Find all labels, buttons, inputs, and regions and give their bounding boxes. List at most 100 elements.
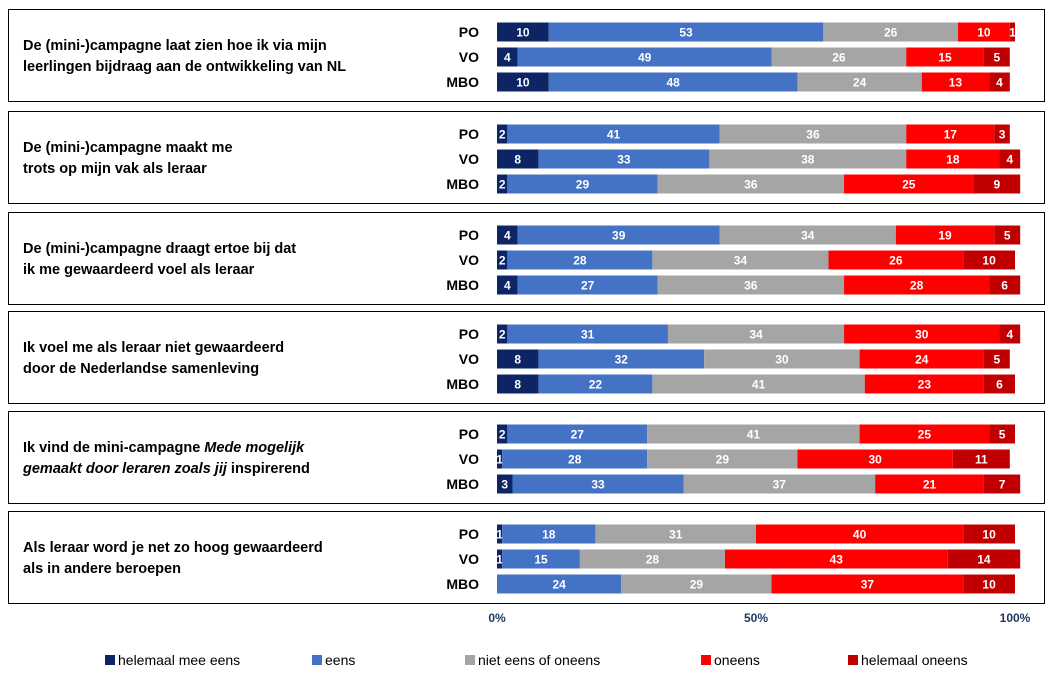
bar-segment: [497, 574, 622, 594]
legend-swatch: [465, 655, 475, 665]
question-text-italic: Mede mogelijk: [204, 440, 305, 456]
bar-segment: [719, 124, 907, 144]
legend-item-niet-eens-of-oneens: niet eens of oneens: [465, 652, 600, 668]
group-label: PO: [459, 326, 479, 342]
question-text: De (mini-)campagne laat zien hoe ik via …: [23, 38, 327, 54]
data-label: 37: [773, 478, 787, 492]
bar-segment: [864, 374, 984, 394]
question-text-part: als in andere beroepen: [23, 561, 181, 577]
data-label: 34: [734, 254, 748, 268]
data-label: 25: [902, 178, 916, 192]
legend-item-helemaal-oneens: helemaal oneens: [848, 652, 968, 668]
legend-label: helemaal oneens: [861, 652, 968, 668]
data-label: 21: [923, 478, 937, 492]
data-label: 26: [889, 254, 903, 268]
question-text-part: ik me gewaardeerd voel als leraar: [23, 262, 255, 278]
data-label: 8: [514, 353, 521, 367]
data-label: 10: [516, 26, 530, 40]
data-label: 26: [832, 51, 846, 65]
bar-segment: [497, 149, 539, 169]
data-label: 5: [994, 51, 1001, 65]
bar-segment: [657, 275, 845, 295]
group-label: PO: [459, 126, 479, 142]
data-label: 8: [514, 153, 521, 167]
group-label: MBO: [446, 376, 479, 392]
group-label: PO: [459, 526, 479, 542]
stacked-bar-chart: De (mini-)campagne laat zien hoe ik via …: [8, 9, 1045, 625]
data-label: 1: [496, 453, 503, 467]
group-label: PO: [459, 227, 479, 243]
question-text-part: De (mini-)campagne maakt me: [23, 140, 233, 156]
question-text: De (mini-)campagne maakt me: [23, 140, 233, 156]
bar-segment: [994, 124, 1010, 144]
bar-segment: [517, 275, 658, 295]
data-label: 40: [853, 528, 867, 542]
question-text-part: leerlingen bijdraag aan de ontwikkeling …: [23, 59, 346, 75]
data-label: 4: [1006, 153, 1013, 167]
bar-segment: [579, 549, 725, 569]
data-label: 26: [884, 26, 898, 40]
bar-segment: [983, 349, 1010, 369]
bar-segment: [507, 250, 653, 270]
data-label: 1: [1009, 26, 1016, 40]
group-label: MBO: [446, 176, 479, 192]
group-label: MBO: [446, 476, 479, 492]
data-label: 36: [744, 279, 758, 293]
legend-swatch: [105, 655, 115, 665]
data-label: 43: [830, 553, 844, 567]
bar-segment: [958, 22, 1010, 42]
data-label: 22: [589, 378, 603, 392]
group-label: VO: [459, 49, 479, 65]
data-label: 24: [552, 578, 566, 592]
data-label: 24: [915, 353, 929, 367]
data-label: 4: [504, 229, 511, 243]
data-label: 6: [996, 378, 1003, 392]
bar-segment: [652, 374, 865, 394]
bar-segment: [497, 225, 518, 245]
data-label: 28: [910, 279, 924, 293]
question-text-part: door de Nederlandse samenleving: [23, 361, 259, 377]
legend-item-helemaal-mee-eens: helemaal mee eens: [105, 652, 240, 668]
data-label: 23: [918, 378, 932, 392]
data-label: 30: [775, 353, 789, 367]
question-text-part: Ik vind de mini-campagne: [23, 440, 204, 456]
legend-swatch: [701, 655, 711, 665]
bar-segment: [797, 72, 922, 92]
bar-segment: [859, 424, 990, 444]
data-label: 7: [999, 478, 1006, 492]
question-text: leerlingen bijdraag aan de ontwikkeling …: [23, 59, 346, 75]
group-label: PO: [459, 24, 479, 40]
data-label: 4: [504, 51, 511, 65]
bar-segment: [828, 250, 964, 270]
bar-segment: [502, 449, 648, 469]
bar-segment: [709, 149, 907, 169]
data-label: 28: [568, 453, 582, 467]
question-text: door de Nederlandse samenleving: [23, 361, 259, 377]
data-label: 15: [534, 553, 548, 567]
bar-segment: [497, 124, 508, 144]
data-label: 18: [542, 528, 556, 542]
data-label: 5: [999, 428, 1006, 442]
bar-segment: [497, 174, 508, 194]
legend-label: oneens: [714, 652, 760, 668]
legend-item-oneens: oneens: [701, 652, 760, 668]
bar-segment: [963, 524, 1015, 544]
bar-segment: [875, 474, 984, 494]
data-label: 8: [514, 378, 521, 392]
data-label: 18: [946, 153, 960, 167]
group-label: VO: [459, 551, 479, 567]
data-label: 10: [982, 254, 996, 268]
bar-segment: [994, 225, 1021, 245]
data-label: 53: [679, 26, 693, 40]
bar-segment: [844, 275, 990, 295]
legend-label: eens: [325, 652, 356, 668]
bar-segment: [497, 275, 518, 295]
question-text: trots op mijn vak als leraar: [23, 161, 207, 177]
data-label: 36: [744, 178, 758, 192]
data-label: 33: [617, 153, 631, 167]
data-label: 39: [612, 229, 626, 243]
bar-segment: [502, 524, 596, 544]
bar-segment: [507, 324, 668, 344]
bar-segment: [497, 449, 503, 469]
x-tick-label: 50%: [744, 611, 768, 625]
